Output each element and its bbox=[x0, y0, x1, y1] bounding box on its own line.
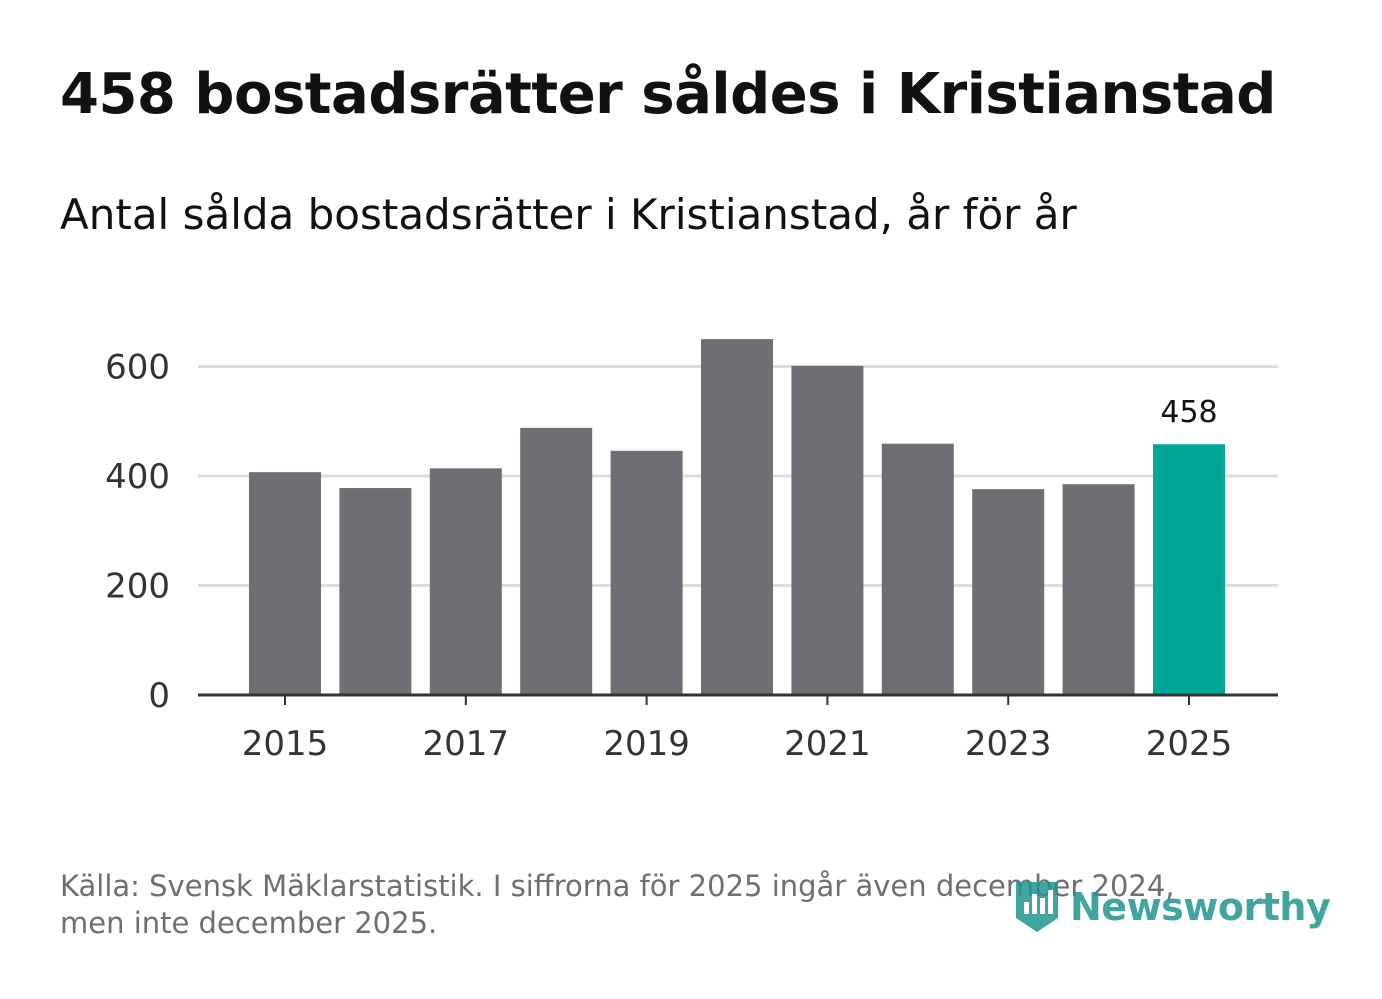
bar-2020 bbox=[701, 339, 773, 695]
bar-2023 bbox=[972, 489, 1045, 695]
newsworthy-logo-icon bbox=[1016, 882, 1058, 932]
bar-2024 bbox=[1062, 484, 1135, 695]
bars bbox=[249, 339, 1225, 695]
y-tick-label: 0 bbox=[148, 676, 170, 716]
source-line-2: men inte december 2025. bbox=[60, 906, 438, 940]
bar-2025 bbox=[1153, 444, 1225, 695]
chart-title: 458 bostadsrätter såldes i Kristianstad bbox=[60, 62, 1276, 127]
y-tick-label: 200 bbox=[105, 567, 170, 607]
bar-2015 bbox=[249, 472, 321, 695]
bar-2017 bbox=[429, 468, 502, 695]
chart-subtitle: Antal sålda bostadsrätter i Kristianstad… bbox=[60, 190, 1077, 239]
newsworthy-logo: Newsworthy bbox=[1012, 878, 1331, 936]
x-tick-label: 2015 bbox=[242, 724, 329, 764]
bar-2018 bbox=[520, 427, 593, 695]
bar-2021 bbox=[791, 365, 864, 695]
bar-2016 bbox=[339, 488, 412, 695]
x-tick-label: 2017 bbox=[423, 724, 510, 764]
x-tick-label: 2019 bbox=[603, 724, 690, 764]
x-tick-label: 2025 bbox=[1146, 724, 1233, 764]
bar-2022 bbox=[881, 443, 954, 695]
x-tick-label: 2023 bbox=[965, 724, 1052, 764]
x-tick-label: 2021 bbox=[784, 724, 871, 764]
source-line-1: Källa: Svensk Mäklarstatistik. I siffror… bbox=[60, 869, 1175, 903]
y-tick-label: 600 bbox=[105, 348, 170, 388]
x-axis bbox=[198, 693, 1278, 705]
data-label-2025: 458 bbox=[1160, 395, 1217, 430]
y-tick-label: 400 bbox=[105, 457, 170, 497]
labels: 0 200 400 600 2015 2017 2019 2021 2023 2025 458 bbox=[105, 348, 1232, 765]
source-note: Källa: Svensk Mäklarstatistik. I siffror… bbox=[60, 868, 1260, 942]
bar-2019 bbox=[610, 450, 683, 695]
newsworthy-logo-text: Newsworthy bbox=[1070, 885, 1331, 929]
